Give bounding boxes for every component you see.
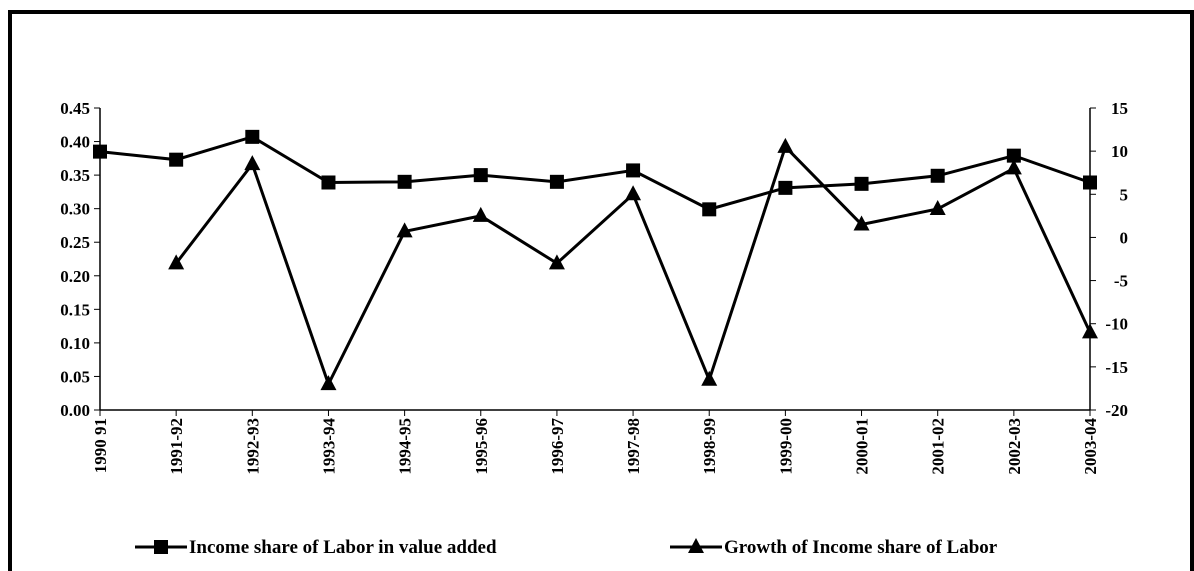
marker bbox=[626, 163, 641, 178]
x-tick-label: 1996-97 bbox=[548, 418, 567, 475]
marker bbox=[168, 254, 185, 270]
x-tick-label: 1992-93 bbox=[243, 418, 262, 475]
marker bbox=[549, 174, 564, 189]
y-tick-label: 0.25 bbox=[60, 233, 90, 252]
y2-tick-label: -20 bbox=[1105, 401, 1128, 420]
legend-marker bbox=[154, 540, 168, 554]
marker bbox=[625, 185, 642, 201]
frame bbox=[8, 10, 1194, 571]
marker bbox=[93, 144, 107, 159]
marker bbox=[854, 176, 869, 191]
marker bbox=[245, 129, 260, 144]
y2-tick-label: 15 bbox=[1111, 99, 1128, 118]
y-tick-label: 0.05 bbox=[60, 367, 90, 386]
marker bbox=[1005, 159, 1022, 175]
marker bbox=[169, 152, 184, 167]
marker bbox=[472, 206, 489, 222]
marker bbox=[1082, 323, 1098, 339]
marker bbox=[244, 155, 261, 171]
x-tick-label: 1991-92 bbox=[167, 418, 186, 475]
y-tick-label: 0.35 bbox=[60, 166, 90, 185]
marker bbox=[930, 168, 945, 183]
marker bbox=[397, 174, 412, 189]
legend-label: Income share of Labor in value added bbox=[189, 537, 497, 558]
marker bbox=[701, 370, 718, 386]
y2-tick-label: -15 bbox=[1105, 358, 1128, 377]
y-tick-label: 0.00 bbox=[60, 401, 90, 420]
legend-marker bbox=[688, 538, 704, 553]
marker bbox=[396, 222, 413, 238]
x-tick-label: 2001-02 bbox=[929, 418, 948, 475]
x-tick-label: 2000-01 bbox=[853, 418, 872, 475]
marker bbox=[778, 180, 793, 195]
marker bbox=[929, 199, 946, 215]
x-tick-label: 1997-98 bbox=[624, 418, 643, 475]
x-tick-label: 1990 91 bbox=[91, 418, 110, 473]
marker bbox=[473, 168, 488, 183]
x-tick-label: 1995-96 bbox=[472, 418, 491, 475]
series-line bbox=[99, 135, 1091, 211]
marker bbox=[1083, 175, 1097, 190]
marker bbox=[702, 202, 717, 217]
marker bbox=[321, 175, 336, 190]
marker bbox=[1006, 148, 1021, 163]
y-tick-label: 0.10 bbox=[60, 334, 90, 353]
y2-tick-label: 10 bbox=[1111, 142, 1128, 161]
y2-tick-label: -5 bbox=[1114, 272, 1128, 291]
x-tick-label: 2002-03 bbox=[1005, 418, 1024, 475]
y-tick-label: 0.15 bbox=[60, 300, 90, 319]
y2-tick-label: 0 bbox=[1120, 228, 1129, 247]
x-tick-label: 1993-94 bbox=[319, 418, 338, 475]
y-tick-label: 0.30 bbox=[60, 200, 90, 219]
marker bbox=[777, 137, 794, 153]
series-line bbox=[174, 144, 1092, 388]
y-tick-label: 0.40 bbox=[60, 133, 90, 152]
y2-tick-label: 5 bbox=[1120, 185, 1129, 204]
y-tick-label: 0.45 bbox=[60, 99, 90, 118]
marker bbox=[853, 215, 870, 231]
marker bbox=[320, 375, 337, 391]
marker bbox=[548, 254, 565, 270]
legend-label: Growth of Income share of Labor bbox=[724, 537, 998, 558]
x-tick-label: 1994-95 bbox=[396, 418, 415, 475]
y-tick-label: 0.20 bbox=[60, 267, 90, 286]
x-tick-label: 1998-99 bbox=[700, 418, 719, 475]
x-tick-label: 1999-00 bbox=[776, 418, 795, 475]
x-tick-label: 2003-04 bbox=[1081, 418, 1100, 475]
y2-tick-label: -10 bbox=[1105, 315, 1128, 334]
